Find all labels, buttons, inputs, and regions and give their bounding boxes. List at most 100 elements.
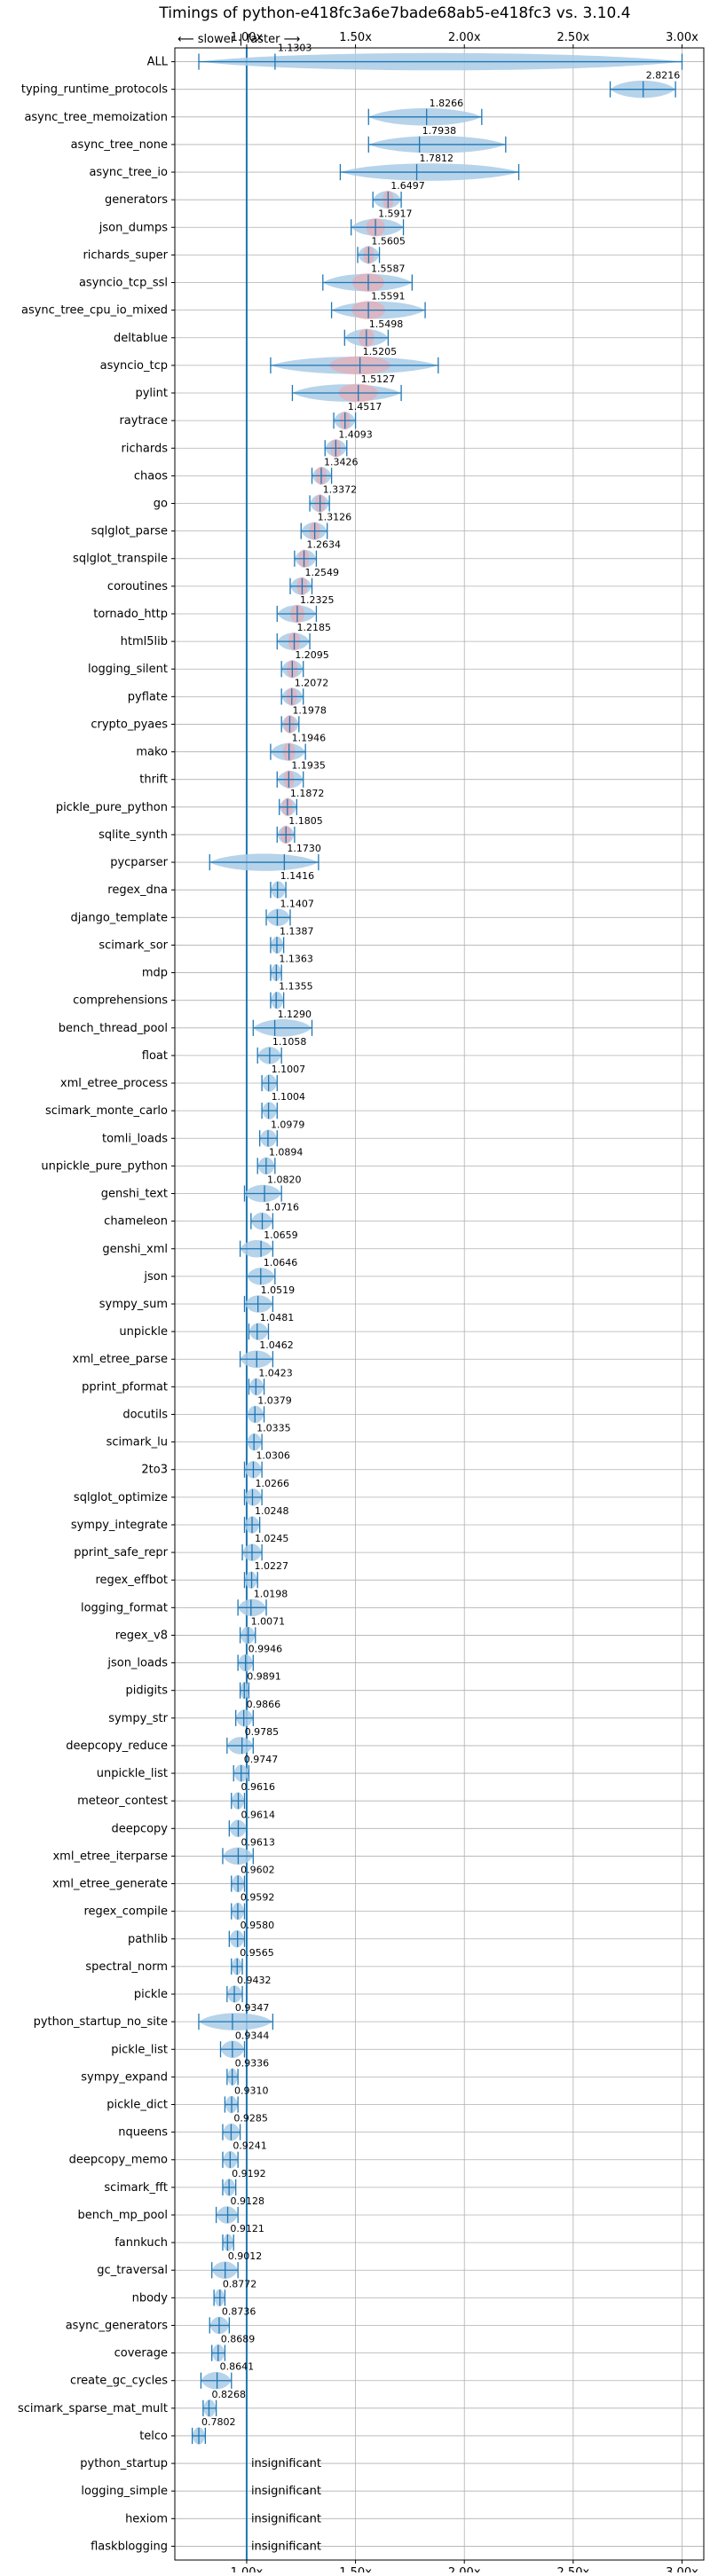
benchmark-label: pprint_safe_repr xyxy=(74,1546,168,1559)
value-label: 1.2185 xyxy=(297,622,332,633)
value-label: 0.8689 xyxy=(221,2334,255,2345)
plot-frame xyxy=(174,47,705,2561)
benchmark-label: float xyxy=(142,1049,168,1063)
value-label: 1.1946 xyxy=(292,733,327,744)
benchmark-label: generators xyxy=(105,193,168,207)
value-label: 1.1407 xyxy=(280,898,314,909)
benchmark-label: mdp xyxy=(142,967,168,980)
benchmark-label: async_tree_cpu_io_mixed xyxy=(21,304,168,318)
value-label: 0.8268 xyxy=(211,2389,246,2400)
value-label: 0.9344 xyxy=(235,2030,270,2041)
benchmark-label: unpickle_pure_python xyxy=(41,1159,168,1173)
value-label: 1.5587 xyxy=(371,263,406,275)
benchmark-label: scimark_sparse_mat_mult xyxy=(18,2402,168,2415)
benchmark-label: json xyxy=(143,1270,168,1284)
value-label: 1.0379 xyxy=(257,1394,292,1406)
value-label: 1.7938 xyxy=(422,125,457,137)
benchmark-label: asyncio_tcp xyxy=(100,359,168,373)
benchmark-label: spectral_norm xyxy=(85,1960,168,1974)
value-label: 1.1363 xyxy=(279,954,313,965)
value-label: 1.0481 xyxy=(260,1312,295,1323)
benchmark-label: asyncio_tcp_ssl xyxy=(79,277,168,290)
value-label: 1.4517 xyxy=(348,401,383,412)
value-label: 0.9565 xyxy=(240,1947,274,1959)
benchmark-label: deepcopy_reduce xyxy=(66,1740,168,1753)
benchmark-label: scimark_lu xyxy=(106,1436,168,1449)
benchmark-label: logging_simple xyxy=(81,2485,168,2498)
value-label: 1.0306 xyxy=(256,1450,290,1462)
benchmark-label: sqlglot_transpile xyxy=(73,553,168,566)
insignificant-label: insignificant xyxy=(251,2485,321,2498)
benchmark-label: pickle_pure_python xyxy=(56,801,168,814)
benchmark-label: go xyxy=(154,497,168,510)
value-label: 0.9616 xyxy=(241,1781,276,1793)
benchmark-label: chameleon xyxy=(104,1215,168,1229)
benchmark-label: async_generators xyxy=(66,2319,169,2332)
x-tick-label-bottom: 1.50x xyxy=(339,2566,372,2572)
value-label: 1.0198 xyxy=(254,1588,288,1599)
value-label: 1.0335 xyxy=(256,1423,291,1434)
benchmark-label: django_template xyxy=(71,911,168,924)
value-label: 0.9866 xyxy=(247,1699,281,1710)
value-label: 1.0462 xyxy=(259,1339,294,1351)
value-label: 0.9241 xyxy=(233,2140,267,2152)
value-label: 0.9128 xyxy=(231,2195,265,2207)
value-label: 1.0716 xyxy=(264,1202,299,1213)
benchmark-label: richards xyxy=(122,442,169,455)
value-label: 0.8772 xyxy=(223,2278,257,2289)
value-label: 1.0227 xyxy=(255,1560,289,1572)
axes-layer: 1.00x 1.00x 1.50x 1.50x 2.00x 2.00x 2.50x 2.50x… xyxy=(171,31,705,2576)
marks-layer xyxy=(191,52,683,2445)
chart-title: Timings of python-e418fc3a6e7bade68ab5-e… xyxy=(158,4,630,22)
benchmark-label: pylint xyxy=(135,387,168,400)
x-tick-label-top: 3.00x xyxy=(666,31,698,44)
value-label: 0.9614 xyxy=(241,1809,275,1820)
value-label: 1.2072 xyxy=(295,677,329,688)
value-label: 1.1007 xyxy=(272,1064,306,1075)
value-label: 0.9192 xyxy=(232,2168,266,2179)
benchmark-label: json_loads xyxy=(106,1657,168,1670)
value-label: 0.9785 xyxy=(245,1726,280,1738)
benchmark-label: bench_thread_pool xyxy=(59,1022,168,1035)
value-label: 1.0820 xyxy=(267,1174,302,1186)
value-label: 1.1805 xyxy=(288,815,323,827)
benchmark-label: unpickle_list xyxy=(97,1767,168,1780)
value-label: 1.7812 xyxy=(420,153,454,164)
benchmark-label: unpickle xyxy=(119,1325,168,1339)
benchmark-label: nbody xyxy=(132,2291,169,2305)
benchmark-label: regex_v8 xyxy=(115,1629,168,1642)
benchmark-label: fannkuch xyxy=(114,2236,168,2250)
benchmark-label: deepcopy_memo xyxy=(69,2154,168,2167)
value-label: 2.8216 xyxy=(646,70,681,82)
value-label: 0.9592 xyxy=(241,1892,275,1904)
value-label: 1.4093 xyxy=(338,428,373,440)
value-label: 0.9602 xyxy=(241,1865,275,1876)
x-tick-label-bottom: 3.00x xyxy=(666,2566,698,2572)
value-label: 0.9747 xyxy=(244,1754,279,1765)
value-label: 1.0245 xyxy=(255,1533,289,1544)
benchmark-label: deltablue xyxy=(114,332,168,345)
benchmark-label: pyflate xyxy=(128,690,168,703)
benchmark-label: scimark_sor xyxy=(99,939,168,952)
benchmark-label: async_tree_none xyxy=(71,138,168,152)
benchmark-label: genshi_xml xyxy=(102,1243,168,1256)
value-label: 1.5205 xyxy=(363,346,398,357)
benchmark-label: create_gc_cycles xyxy=(70,2375,168,2388)
value-label: 1.1290 xyxy=(278,1009,312,1020)
direction-label: ⟵ slower | faster ⟶ xyxy=(178,33,300,46)
benchmark-label: pickle_dict xyxy=(106,2099,168,2112)
benchmark-label: raytrace xyxy=(119,414,168,428)
value-label: 1.3426 xyxy=(324,456,359,467)
benchmark-label: scimark_fft xyxy=(104,2181,168,2195)
insignificant-label: insignificant xyxy=(251,2457,321,2470)
value-label: 1.1058 xyxy=(272,1036,307,1048)
benchmark-label: docutils xyxy=(122,1408,168,1421)
x-tick-label-top: 2.50x xyxy=(557,31,590,44)
labels-layer: 1.1303ALL2.8216typing_runtime_protocols1… xyxy=(18,43,680,2554)
benchmark-label: coverage xyxy=(114,2347,168,2360)
benchmark-label: bench_mp_pool xyxy=(77,2209,168,2222)
value-label: 1.0266 xyxy=(255,1478,289,1489)
value-label: 0.9347 xyxy=(235,2002,270,2014)
